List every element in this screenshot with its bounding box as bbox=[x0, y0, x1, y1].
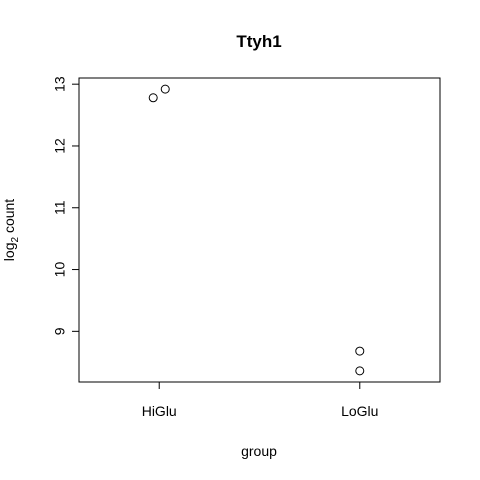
data-point bbox=[148, 93, 158, 103]
x-axis-label: group bbox=[241, 443, 277, 459]
plot-frame bbox=[78, 77, 441, 383]
x-axis: HiGlu LoGlu bbox=[142, 382, 378, 419]
y-axis-label-main: log bbox=[1, 243, 17, 262]
data-point bbox=[355, 346, 365, 356]
y-tick-label: 10 bbox=[52, 262, 68, 278]
data-point bbox=[160, 84, 170, 94]
y-axis-label: log2 count bbox=[1, 199, 21, 261]
y-tick-label: 12 bbox=[52, 138, 68, 154]
chart-title: Ttyh1 bbox=[236, 32, 281, 51]
data-points bbox=[148, 84, 365, 376]
y-axis-label-rest: count bbox=[1, 199, 17, 237]
y-tick-label: 9 bbox=[52, 327, 68, 335]
y-axis: 9 10 11 12 13 bbox=[52, 76, 79, 335]
data-point bbox=[355, 366, 365, 376]
y-tick-label: 11 bbox=[52, 200, 68, 215]
y-tick-label: 13 bbox=[52, 76, 68, 92]
x-tick-label: LoGlu bbox=[341, 403, 378, 419]
y-axis-label-subscript: 2 bbox=[10, 237, 21, 243]
x-tick-label: HiGlu bbox=[142, 403, 177, 419]
